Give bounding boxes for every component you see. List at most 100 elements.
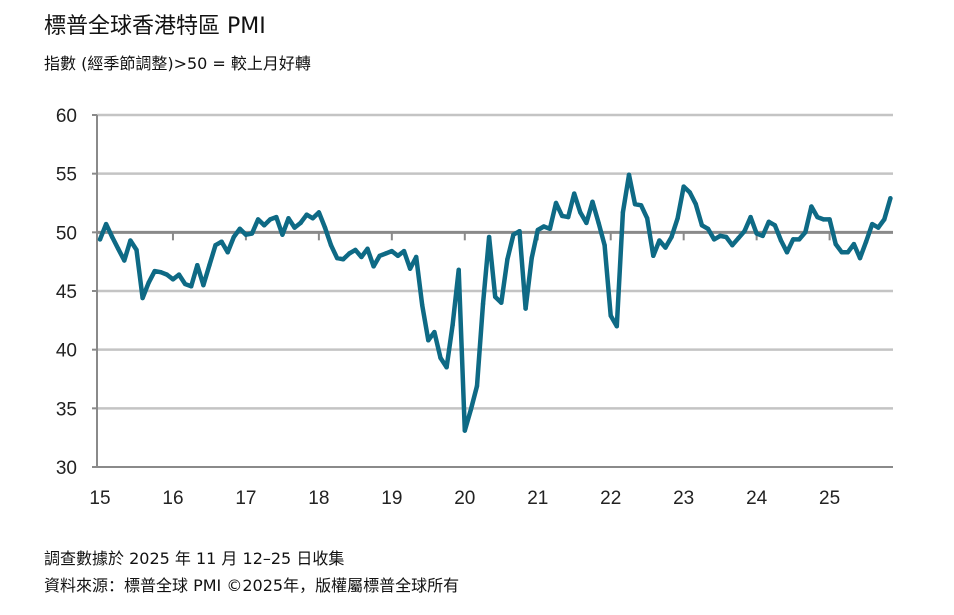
data-point — [334, 255, 340, 261]
data-point — [176, 272, 182, 277]
data-point — [572, 191, 577, 196]
data-point — [882, 217, 887, 222]
data-point — [371, 264, 376, 269]
data-point — [407, 266, 413, 271]
data-point — [614, 324, 619, 329]
data-point — [249, 231, 255, 236]
data-point — [748, 214, 753, 220]
data-point — [255, 217, 261, 222]
data-point — [839, 250, 844, 255]
data-point — [219, 239, 224, 244]
chart-subtitle: 指數 (經季節調整)>50 = 較上月好轉 — [44, 54, 311, 73]
data-point — [225, 250, 230, 255]
data-point — [486, 234, 492, 240]
data-point — [778, 238, 784, 243]
data-point — [347, 251, 352, 256]
x-tick-label: 17 — [235, 488, 256, 509]
x-tick-label: 16 — [162, 488, 183, 509]
data-point — [499, 300, 504, 305]
data-point — [821, 217, 826, 222]
y-tick-label: 55 — [56, 165, 77, 186]
data-point — [827, 217, 832, 222]
data-point — [152, 268, 157, 274]
data-point — [116, 246, 121, 251]
data-point — [286, 216, 291, 221]
data-point — [395, 253, 401, 258]
data-point — [584, 220, 589, 226]
y-tick-label: 35 — [56, 399, 77, 420]
data-point — [736, 236, 741, 241]
data-point — [754, 231, 759, 236]
y-tick-label: 60 — [56, 106, 77, 127]
data-point — [815, 214, 820, 220]
data-point — [699, 223, 705, 228]
data-point — [809, 204, 814, 209]
data-point — [128, 238, 133, 243]
data-point — [797, 237, 802, 242]
data-point — [274, 214, 279, 220]
data-point — [456, 267, 461, 273]
data-point — [243, 232, 249, 237]
data-point — [401, 248, 407, 254]
y-tick-label: 50 — [56, 223, 77, 244]
data-point — [450, 322, 455, 328]
data-point — [493, 294, 498, 300]
data-point — [857, 255, 863, 261]
data-point — [742, 228, 747, 234]
data-point — [535, 227, 540, 233]
data-point — [590, 199, 595, 205]
data-point — [553, 200, 559, 206]
data-point — [322, 225, 328, 230]
data-point — [341, 257, 346, 262]
data-point — [182, 281, 188, 287]
pmi-line-chart: 30 35 40 45 50 55 60 15 16 17 18 19 20 21 22 23 24 25 — [56, 106, 893, 509]
data-point — [134, 247, 139, 253]
data-point — [803, 230, 808, 235]
data-point — [687, 190, 692, 195]
data-point — [626, 172, 632, 178]
data-point — [213, 243, 218, 248]
data-point — [268, 217, 273, 222]
data-point — [298, 220, 303, 226]
data-point — [888, 196, 893, 201]
data-point — [432, 329, 437, 335]
data-point — [651, 253, 656, 258]
data-point — [529, 255, 534, 261]
data-point — [122, 258, 127, 263]
data-point — [280, 232, 285, 237]
data-point — [365, 246, 370, 251]
data-point — [353, 247, 358, 253]
x-tick-label: 22 — [600, 488, 621, 509]
data-point — [790, 237, 796, 242]
data-point — [541, 224, 547, 229]
data-point — [413, 254, 419, 260]
data-point — [462, 428, 467, 433]
data-point — [146, 280, 151, 285]
data-point — [426, 338, 431, 343]
data-point — [602, 243, 607, 248]
data-point — [195, 262, 200, 268]
data-point — [207, 262, 212, 268]
x-tick-label: 25 — [819, 488, 840, 509]
data-point — [760, 233, 765, 239]
data-point — [578, 210, 583, 215]
data-point — [468, 407, 474, 412]
data-point — [474, 383, 480, 389]
data-point — [669, 234, 674, 240]
data-point — [444, 365, 449, 370]
data-point — [140, 295, 145, 301]
data-point — [711, 237, 717, 242]
data-point — [517, 228, 522, 234]
x-tick-label: 19 — [381, 488, 402, 509]
data-point — [189, 284, 194, 289]
x-tick-label: 21 — [527, 488, 548, 509]
data-point — [103, 221, 109, 227]
data-point — [359, 254, 364, 260]
data-point — [869, 221, 875, 227]
data-point — [523, 306, 528, 311]
data-point — [724, 234, 729, 240]
data-point — [645, 216, 650, 221]
data-point — [851, 241, 857, 247]
data-point — [784, 250, 790, 255]
y-tick-label: 40 — [56, 341, 77, 362]
